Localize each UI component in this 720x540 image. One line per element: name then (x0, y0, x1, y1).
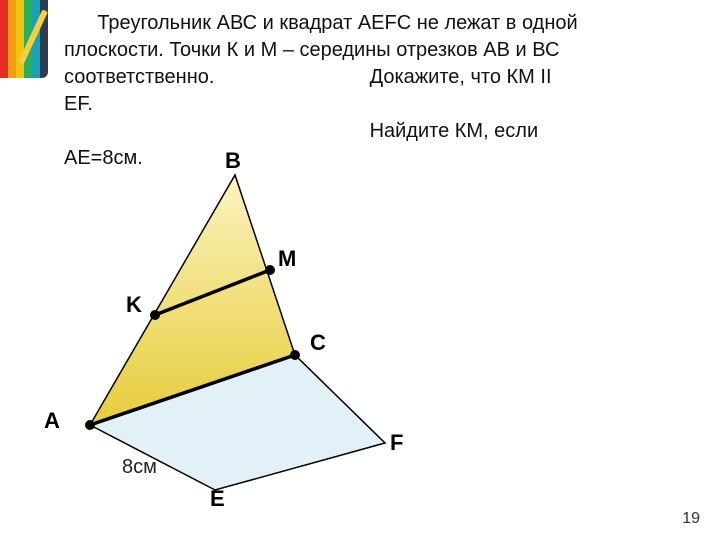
problem-text: Треугольник АВС и квадрат AEFC не лежат … (64, 10, 664, 172)
text-line-2: плоскости. Точки К и М – середины отрезк… (64, 39, 559, 61)
label-length-ae: 8см (122, 456, 157, 479)
corner-decoration (0, 0, 48, 78)
text-line-4: EF. (64, 93, 93, 115)
geometry-figure (60, 155, 420, 535)
label-k: K (126, 292, 142, 318)
text-line-3-left: соответственно. (64, 64, 364, 91)
label-b: B (225, 148, 241, 174)
label-m: M (278, 246, 296, 272)
text-line-1: Треугольник АВС и квадрат AEFC не лежат … (64, 12, 578, 34)
text-line-3-right: Докажите, что КМ II (370, 66, 552, 88)
page-number: 19 (682, 510, 700, 528)
label-a: A (44, 408, 60, 434)
label-e: E (210, 486, 225, 512)
label-f: F (390, 430, 403, 456)
label-c: C (310, 330, 326, 356)
text-line-5-right: Найдите КМ, если (370, 120, 539, 142)
